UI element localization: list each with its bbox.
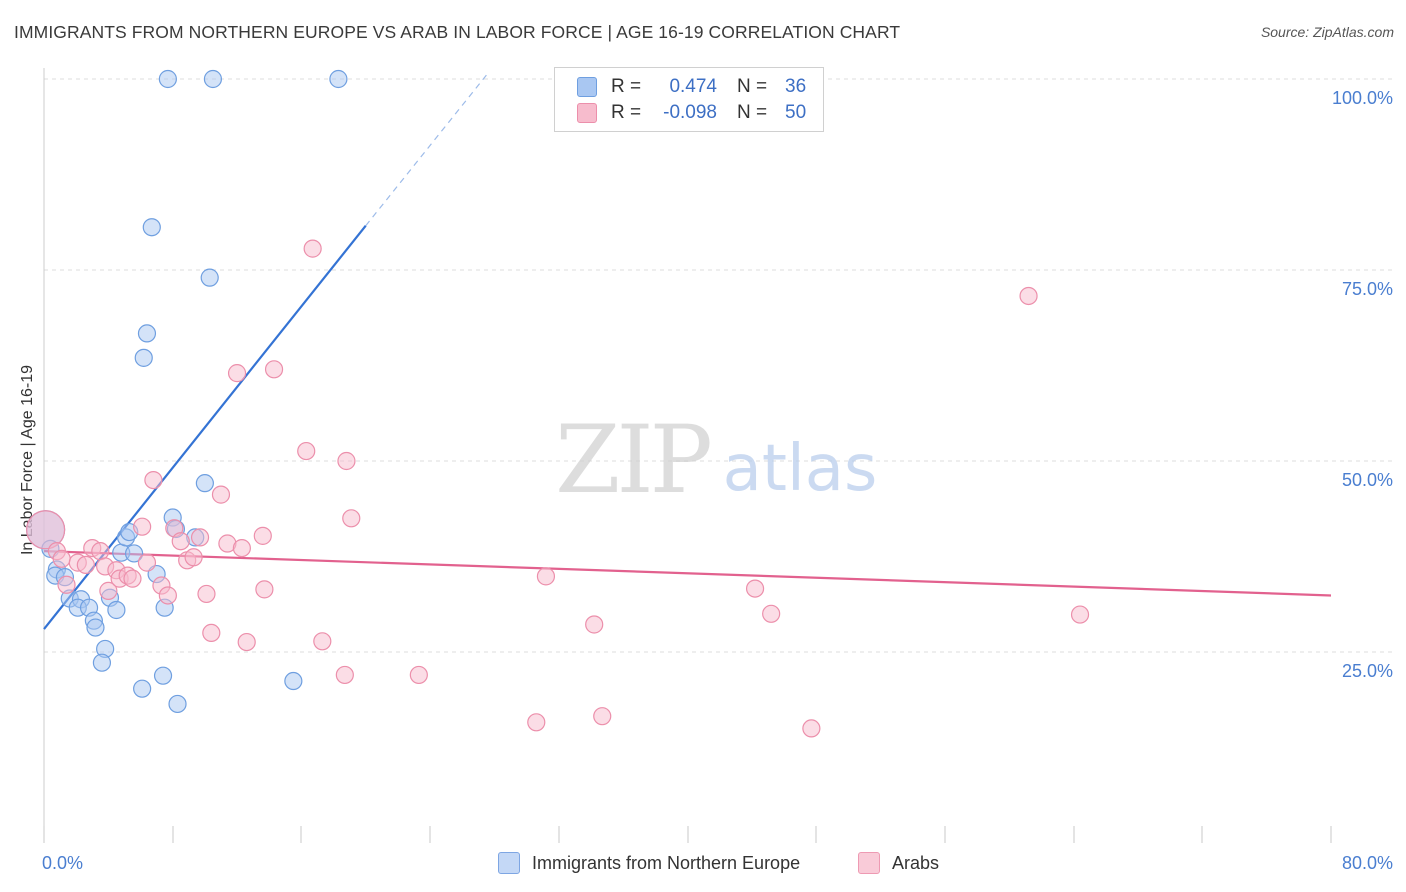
- northern-europe-point: [284, 671, 303, 691]
- legend-label-northern-europe: Immigrants from Northern Europe: [532, 852, 801, 873]
- legend-label-arabs: Arabs: [892, 852, 940, 873]
- legend-n-value: 36: [785, 76, 807, 97]
- arab-point: [137, 553, 157, 572]
- northern-europe-point: [203, 69, 223, 89]
- arab-point: [237, 632, 256, 652]
- arab-point: [409, 665, 428, 685]
- source-label: Source: ZipAtlas.com: [1260, 24, 1394, 40]
- northern-europe-point: [107, 600, 126, 620]
- arab-point: [585, 615, 604, 634]
- legend-n-value: 50: [785, 102, 807, 123]
- tick-labels: 25.0% 50.0% 75.0% 100.0% 0.0% 80.0%: [42, 88, 1393, 873]
- arab-point: [1070, 605, 1090, 624]
- northern-europe-point: [195, 474, 214, 493]
- arab-point: [144, 471, 163, 490]
- gridlines: [44, 78, 1392, 653]
- y-tick-label: 25.0%: [1342, 661, 1393, 681]
- x-tick-label: 0.0%: [42, 853, 83, 873]
- northern-europe-point: [142, 218, 161, 237]
- arab-point: [99, 581, 118, 600]
- legend-swatch-northern-europe: [498, 852, 520, 874]
- arab-point: [232, 538, 251, 558]
- northern-europe-point: [92, 653, 112, 672]
- legend-n-label: N =: [737, 76, 768, 97]
- arab-point: [762, 604, 781, 623]
- arab-point: [335, 665, 354, 685]
- legend-n-label: N =: [737, 102, 768, 123]
- correlation-legend: R = 0.474 N = 36 R = -0.098 N = 50: [554, 67, 824, 132]
- northern-europe-point: [124, 544, 144, 563]
- northern-europe-point: [329, 69, 348, 89]
- legend-r-value: 0.474: [669, 76, 717, 97]
- y-tick-label: 75.0%: [1342, 279, 1393, 299]
- northern-europe-point: [86, 618, 105, 637]
- arab-point: [253, 526, 272, 545]
- arab-point: [133, 517, 152, 536]
- legend-swatch-arabs: [858, 852, 880, 874]
- legend-swatch-arabs: [577, 103, 597, 123]
- arab-point: [171, 532, 190, 551]
- arab-point: [91, 542, 110, 561]
- trend-line-extension: [365, 74, 487, 227]
- legend-item-arabs: Arabs: [858, 852, 939, 874]
- watermark-atlas: atlas: [723, 432, 878, 506]
- arab-point: [255, 580, 274, 599]
- arab-point: [190, 528, 210, 547]
- legend-row-northern-europe: R = 0.474 N = 36: [577, 75, 806, 99]
- axes: [43, 68, 1332, 843]
- northern-europe-point: [134, 348, 153, 367]
- watermark: ZIP atlas: [555, 406, 877, 515]
- x-tick-label: 80.0%: [1342, 853, 1393, 873]
- arab-point: [57, 575, 76, 594]
- northern-europe-point: [137, 324, 157, 343]
- arab-point: [1019, 286, 1038, 306]
- arab-point: [76, 555, 95, 575]
- arab-point: [264, 360, 284, 379]
- arab-point: [536, 567, 556, 586]
- legend-r-value: -0.098: [663, 102, 717, 123]
- legend-row-arabs: R = -0.098 N = 50: [577, 101, 806, 125]
- northern-europe-point: [158, 69, 177, 89]
- arab-point: [297, 441, 316, 461]
- trend-line-arabs: [43, 550, 1332, 597]
- arab-point: [303, 239, 322, 258]
- northern-europe-point: [168, 694, 187, 714]
- chart-title: IMMIGRANTS FROM NORTHERN EUROPE VS ARAB …: [14, 22, 901, 42]
- arab-point: [123, 569, 142, 588]
- arab-point: [26, 510, 66, 550]
- watermark-zip: ZIP: [555, 406, 709, 515]
- y-tick-label: 100.0%: [1332, 88, 1393, 108]
- northern-europe-point: [200, 268, 219, 287]
- arab-point: [593, 707, 612, 726]
- arab-point: [184, 548, 203, 567]
- arab-point: [197, 584, 216, 604]
- northern-europe-point: [133, 679, 152, 698]
- arab-point: [211, 485, 231, 504]
- legend-r-label: R =: [611, 76, 642, 97]
- y-tick-label: 50.0%: [1342, 470, 1393, 490]
- arab-point: [227, 364, 247, 383]
- arab-point: [342, 509, 361, 528]
- arab-point: [52, 549, 71, 568]
- northern-europe-point: [153, 666, 173, 685]
- arab-point: [802, 719, 821, 738]
- legend-item-northern-europe: Immigrants from Northern Europe: [498, 852, 800, 874]
- data-points: [26, 69, 1090, 738]
- legend-r-label: R =: [611, 102, 642, 123]
- arab-point: [202, 623, 221, 643]
- arab-point: [337, 451, 356, 471]
- series-legend: Immigrants from Northern Europe Arabs: [0, 852, 1406, 878]
- legend-swatch-northern-europe: [577, 77, 597, 97]
- arab-point: [158, 586, 177, 605]
- arab-point: [313, 632, 332, 651]
- arab-point: [527, 713, 546, 732]
- arab-point: [745, 579, 765, 598]
